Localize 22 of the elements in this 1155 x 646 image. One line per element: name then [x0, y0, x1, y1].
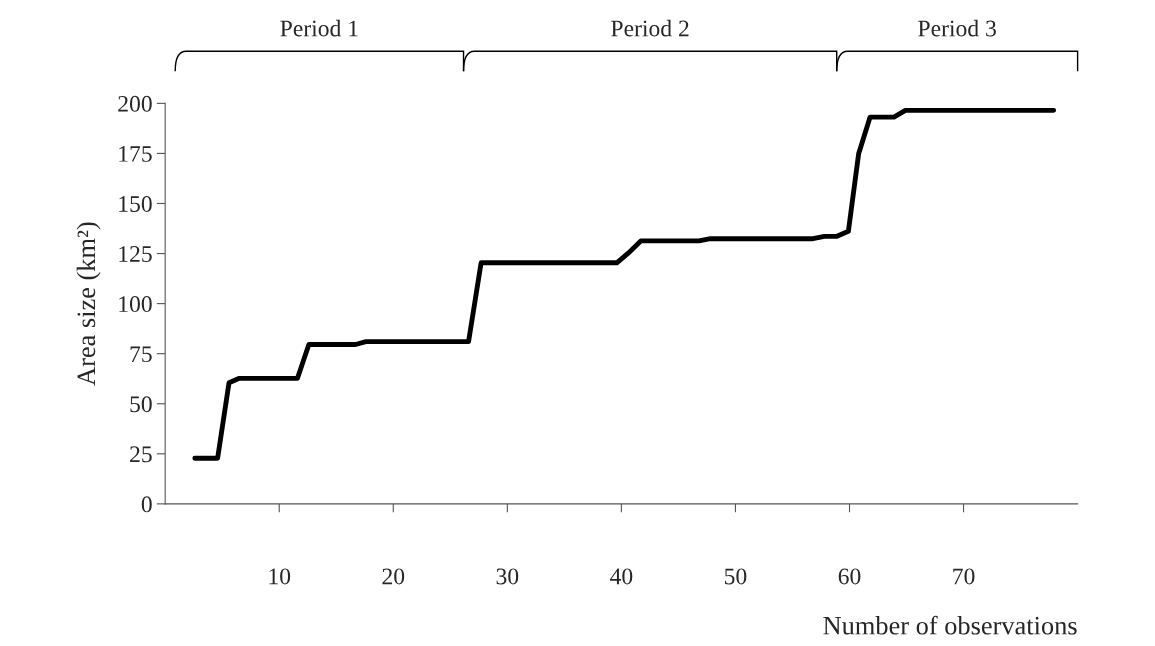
- x-axis-title: Number of observations: [823, 615, 1077, 635]
- y-tick-label: 175: [119, 146, 152, 162]
- y-tick-label: 0: [141, 496, 152, 513]
- x-tick-label: 20: [382, 568, 405, 585]
- line-series: [192, 107, 1057, 461]
- x-tick-label: 40: [610, 568, 633, 585]
- x-tick-label: 60: [838, 568, 861, 585]
- y-axis-title: Area size (km²): [76, 222, 101, 386]
- x-tick-label: 50: [725, 568, 747, 585]
- x-tick-label: 70: [953, 568, 975, 585]
- x-tick-label: 30: [496, 568, 519, 585]
- text: Period 2: [611, 19, 689, 37]
- text: Period 1: [280, 19, 358, 37]
- x-tick-label: 10: [269, 568, 291, 585]
- y-tick-label: 50: [130, 396, 152, 413]
- text: Period 3: [918, 19, 996, 37]
- y-tick-label: 200: [118, 95, 152, 112]
- y-tick-label: 75: [130, 346, 152, 363]
- y-tick-label: 25: [130, 446, 152, 463]
- y-tick-label: 100: [119, 296, 152, 313]
- y-tick-label: 125: [119, 246, 152, 262]
- y-tick-label: 150: [119, 195, 152, 212]
